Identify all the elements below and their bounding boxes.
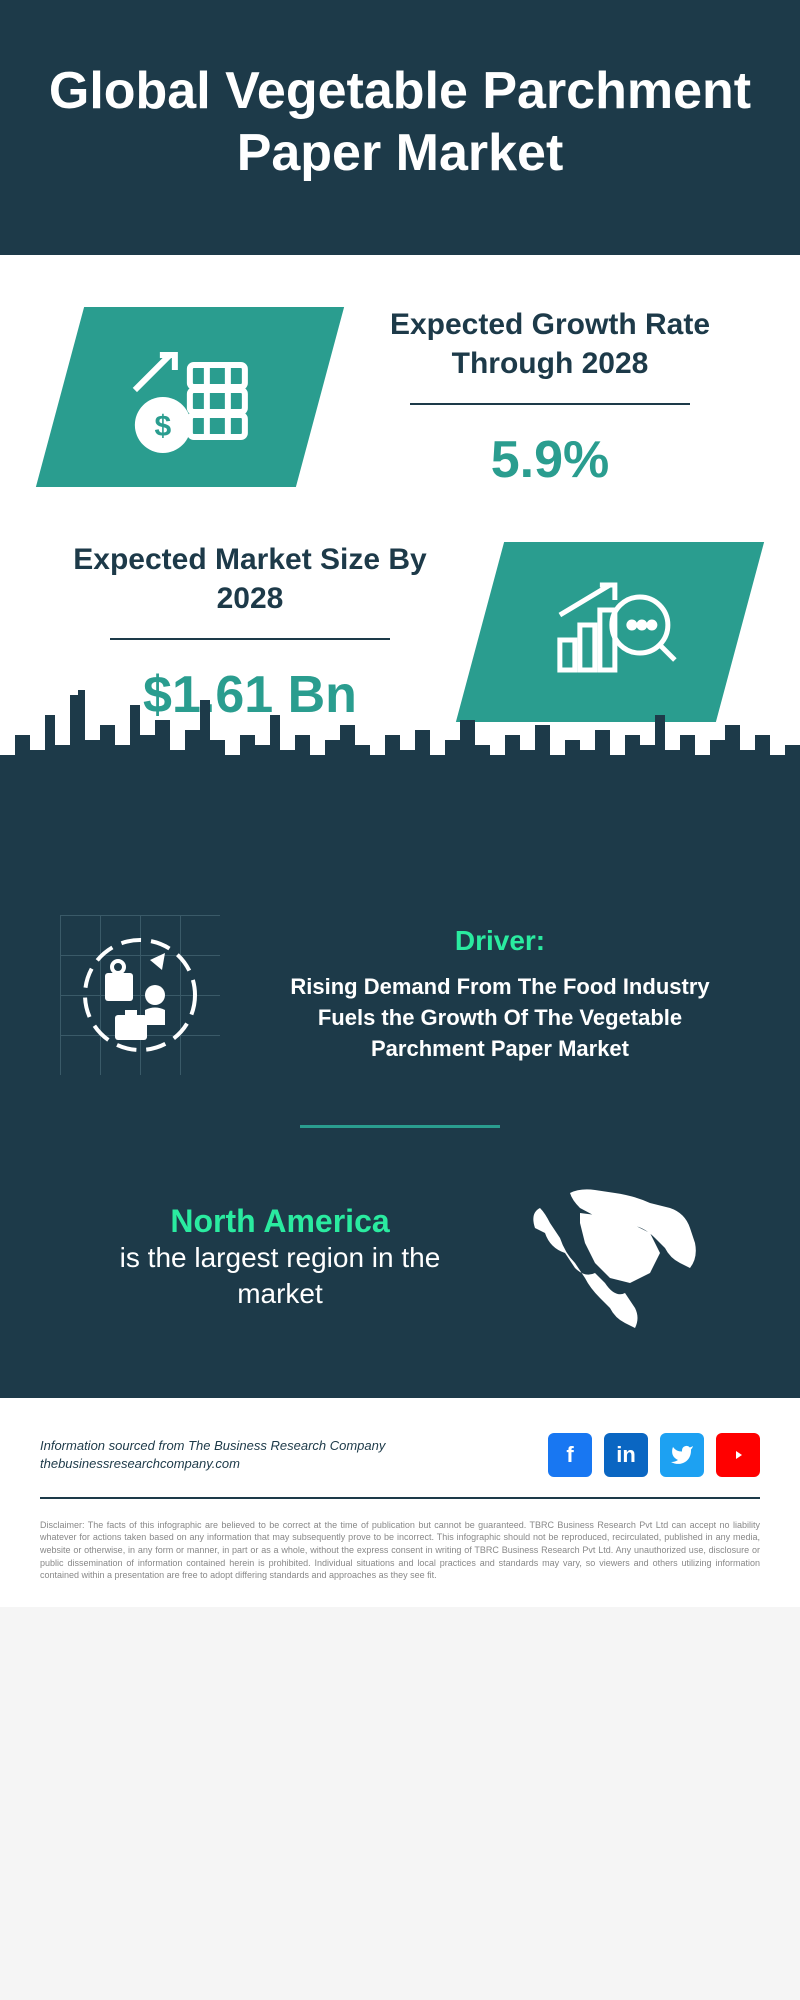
region-highlight: North America xyxy=(80,1203,480,1240)
linkedin-icon[interactable]: in xyxy=(604,1433,648,1477)
main-title: Global Vegetable Parchment Paper Market xyxy=(40,60,760,185)
chart-analysis-icon xyxy=(535,565,685,695)
source-line1: Information sourced from The Business Re… xyxy=(40,1438,385,1453)
dark-section: ✱ Driver: Rising Demand From The Food In… xyxy=(0,895,800,1398)
driver-block: ✱ Driver: Rising Demand From The Food In… xyxy=(60,915,740,1075)
growth-value: 5.9% xyxy=(360,430,740,490)
stat-growth-rate: $ Expected Growth Rate Through 2028 5.9% xyxy=(0,255,800,520)
twitter-icon[interactable] xyxy=(660,1433,704,1477)
region-body: is the largest region in the market xyxy=(80,1240,480,1313)
growth-label: Expected Growth Rate Through 2028 xyxy=(360,305,740,383)
source-text: Information sourced from The Business Re… xyxy=(40,1438,385,1471)
source-line2: thebusinessresearchcompany.com xyxy=(40,1456,385,1471)
growth-text: Expected Growth Rate Through 2028 5.9% xyxy=(360,305,740,490)
skyline-divider xyxy=(0,775,800,895)
infographic-container: Global Vegetable Parchment Paper Market xyxy=(0,0,800,1607)
divider xyxy=(410,403,690,405)
driver-text: Driver: Rising Demand From The Food Indu… xyxy=(260,925,740,1064)
svg-text:$: $ xyxy=(155,410,172,443)
svg-text:✱: ✱ xyxy=(125,1019,137,1035)
driver-body: Rising Demand From The Food Industry Fue… xyxy=(260,972,740,1064)
footer: Information sourced from The Business Re… xyxy=(0,1398,800,1607)
footer-top: Information sourced from The Business Re… xyxy=(40,1433,760,1499)
growth-icon-panel: $ xyxy=(36,307,344,487)
north-america-map-icon xyxy=(520,1178,720,1338)
driver-icon: ✱ xyxy=(60,915,220,1075)
disclaimer-text: Disclaimer: The facts of this infographi… xyxy=(40,1519,760,1582)
region-text: North America is the largest region in t… xyxy=(80,1203,480,1313)
facebook-icon[interactable]: f xyxy=(548,1433,592,1477)
market-label: Expected Market Size By 2028 xyxy=(60,540,440,618)
teal-divider xyxy=(300,1125,500,1128)
region-block: North America is the largest region in t… xyxy=(60,1178,740,1338)
youtube-icon[interactable] xyxy=(716,1433,760,1477)
divider xyxy=(110,638,390,640)
social-icons: f in xyxy=(548,1433,760,1477)
driver-label: Driver: xyxy=(260,925,740,957)
money-growth-icon: $ xyxy=(115,330,265,460)
header: Global Vegetable Parchment Paper Market xyxy=(0,0,800,255)
